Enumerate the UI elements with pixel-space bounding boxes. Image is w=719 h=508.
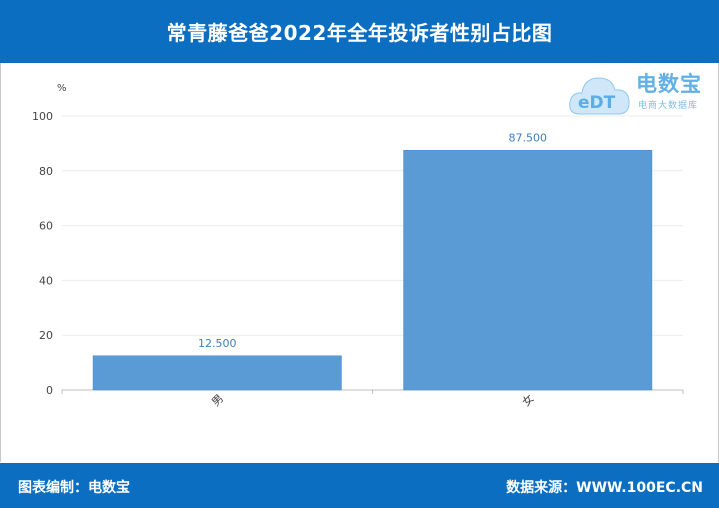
chart-frame	[0, 63, 719, 462]
title-bar: 常青藤爸爸2022年全年投诉者性别占比图	[0, 0, 719, 63]
footer-source: 数据来源：WWW.100EC.CN	[506, 480, 703, 496]
cloud-logo-icon: eDT	[569, 77, 630, 115]
footer-credit: 图表编制：电数宝	[18, 480, 130, 496]
logo-mark: eDT	[578, 93, 616, 113]
logo-subtitle: 电商大数据库	[638, 101, 699, 111]
chart-title: 常青藤爸爸2022年全年投诉者性别占比图	[166, 21, 553, 45]
logo-brand: 电数宝	[636, 72, 702, 96]
footer-bar: 图表编制：电数宝 数据来源：WWW.100EC.CN	[0, 463, 719, 508]
brand-logo: eDT 电数宝 电商大数据库	[566, 64, 716, 120]
